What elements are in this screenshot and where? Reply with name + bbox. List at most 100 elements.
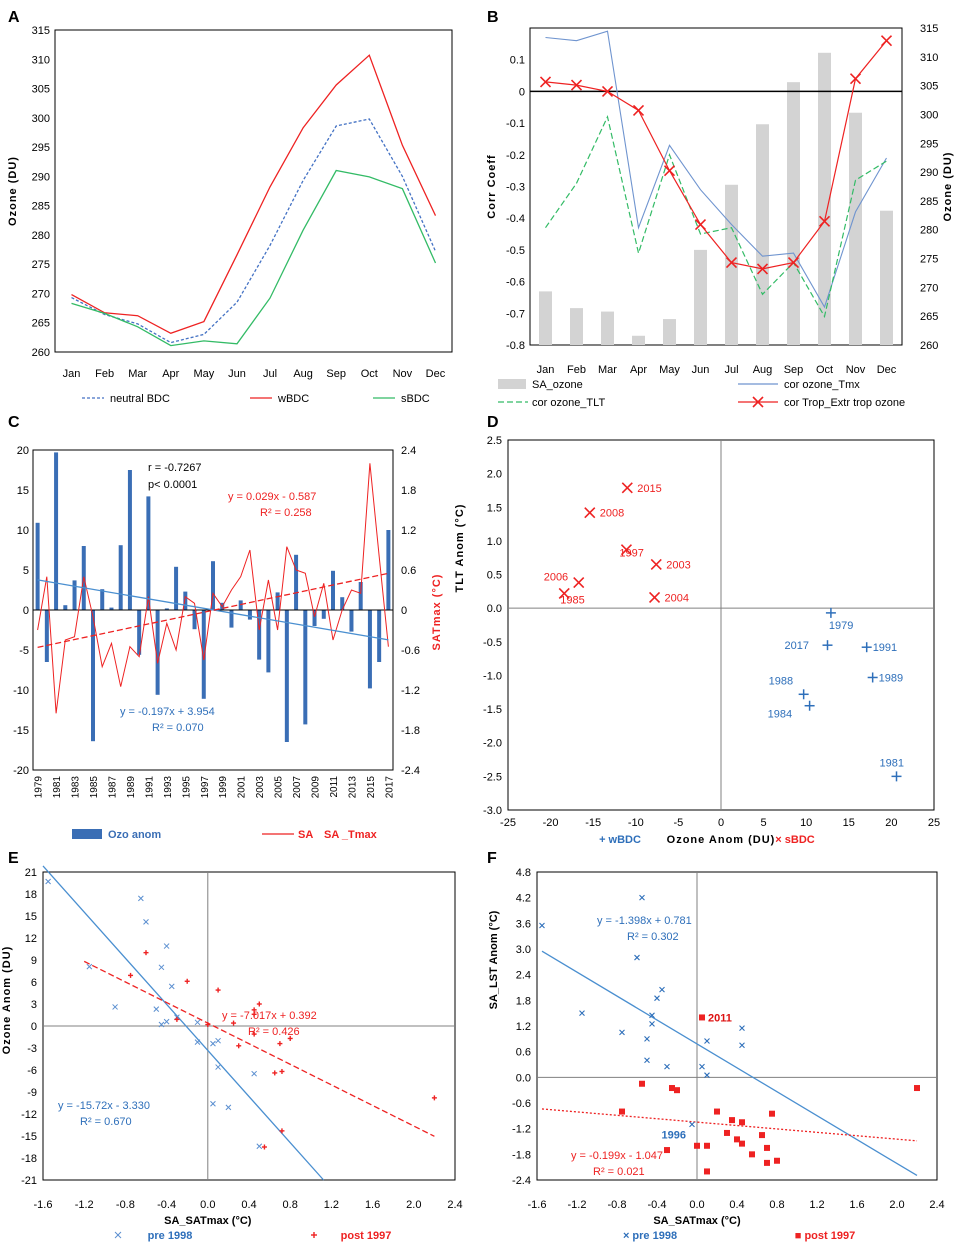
panel-f-pre1998-marker-stroke-b bbox=[739, 1042, 745, 1049]
panel-f-x-tick-label: -0.4 bbox=[648, 1199, 667, 1211]
panel-f-pre1998-marker bbox=[689, 1121, 695, 1128]
panel-b-y2-tick-label: 300 bbox=[920, 109, 938, 121]
panel-e-legend-label: pre 1998 bbox=[148, 1230, 193, 1242]
panel-d-wbdc-year-label: 1984 bbox=[768, 709, 792, 721]
panel-c-y2-tick-label: -1.2 bbox=[401, 685, 420, 697]
panel-e-pre1998-marker bbox=[45, 878, 52, 885]
panel-f-pre1998-marker-stroke-b bbox=[689, 1121, 695, 1128]
panel-c-y-tick-label: 10 bbox=[17, 525, 29, 537]
panel-f-post1997-marker bbox=[739, 1140, 745, 1147]
panel-e-pre1998-marker bbox=[215, 1064, 221, 1070]
panel-f-y-tick-label: 1.8 bbox=[516, 995, 531, 1007]
panel-f-pre1998-marker-stroke-b bbox=[619, 1029, 625, 1036]
panel-a-y-axis-label: Ozone (DU) bbox=[7, 156, 19, 226]
panel-e-pre1998-marker bbox=[153, 1006, 160, 1012]
panel-c-ozone-bar bbox=[54, 452, 59, 610]
panel-c-x-tick-label: 2015 bbox=[366, 776, 377, 799]
panel-b-ozone-bar bbox=[539, 291, 552, 345]
panel-a-y-tick-label: 285 bbox=[32, 201, 50, 213]
panel-b-trop-marker-stroke-b bbox=[570, 79, 583, 91]
panel-b-legend-marker-stroke-b bbox=[752, 396, 764, 408]
panel-f-x-tick-label: 1.2 bbox=[809, 1199, 824, 1211]
panel-d-sbdc-marker-stroke-b bbox=[621, 482, 633, 494]
panel-e-y-axis-label: Ozone Anom (DU) bbox=[1, 946, 13, 1055]
panel-b-ozone-bar bbox=[694, 249, 707, 345]
panel-d-sbdc-marker bbox=[648, 591, 661, 603]
panel-d-wbdc-marker bbox=[798, 689, 809, 700]
panel-b-x-tick-label: Aug bbox=[753, 364, 773, 376]
panel-f-y-tick-label: 3.6 bbox=[516, 918, 531, 930]
panel-f-pre1998-marker bbox=[639, 894, 645, 901]
panel-e-y-tick-label: -15 bbox=[21, 1131, 37, 1143]
panel-a-series-line bbox=[71, 118, 437, 344]
panel-e-y-tick-label: 15 bbox=[25, 911, 37, 923]
panel-b-trop-marker bbox=[663, 165, 676, 177]
panel-d-sbdc-marker bbox=[621, 482, 633, 494]
panel-e-pre1998-marker-stroke-b bbox=[194, 1019, 201, 1026]
panel-e-pre1998-marker-stroke-b bbox=[153, 1006, 160, 1012]
panel-b-y2-tick-label: 315 bbox=[920, 23, 938, 35]
panel-f-post1997-marker bbox=[694, 1142, 700, 1149]
panel-f-y-tick-label: -1.2 bbox=[512, 1124, 531, 1136]
panel-e-legend-marker bbox=[114, 1231, 122, 1239]
panel-e-x-tick-label: -1.2 bbox=[75, 1199, 94, 1211]
panel-a-y-tick-label: 315 bbox=[32, 25, 50, 37]
panel-f-x-tick-label: -1.2 bbox=[568, 1199, 587, 1211]
panel-c-x-tick-label: 1997 bbox=[200, 776, 211, 799]
panel-c-y-tick-label: 20 bbox=[17, 445, 29, 457]
panel-f-x-tick-label: -0.8 bbox=[608, 1199, 627, 1211]
panel-b-y-tick-label: -0.2 bbox=[506, 150, 525, 162]
panel-f-post1997-marker bbox=[699, 1014, 705, 1021]
panel-b-trop-marker bbox=[570, 79, 583, 91]
panel-b-legend-label: cor Trop_Extr trop ozone bbox=[784, 397, 905, 409]
panel-f-post1997-marker bbox=[769, 1110, 775, 1117]
panel-c-y2-axis-label: SATmax (°C) bbox=[431, 574, 443, 651]
panel-a-y-tick-label: 275 bbox=[32, 259, 50, 271]
panel-a-x-tick-label: Feb bbox=[95, 368, 114, 380]
panel-f-y-tick-label: 0.0 bbox=[516, 1072, 531, 1084]
panel-f-pre1998-marker-stroke-b bbox=[649, 1012, 655, 1019]
panel-a-series-line bbox=[71, 54, 437, 335]
panel-d-wbdc-year-label: 1991 bbox=[873, 642, 897, 654]
panel-f-post1997-fit-line bbox=[541, 1108, 918, 1142]
panel-a-y-tick-label: 295 bbox=[32, 142, 50, 154]
panel-c-y2-tick-label: -1.8 bbox=[401, 725, 420, 737]
panel-b-trop-marker bbox=[880, 35, 893, 47]
panel-f-pre1998-marker bbox=[739, 1025, 745, 1032]
panel-c-ozone-bar bbox=[331, 570, 335, 610]
panel-c-ozone-bar bbox=[284, 610, 289, 742]
panel-c-ozone-bar bbox=[35, 522, 40, 610]
panel-f-pre1998-marker-stroke-b bbox=[659, 986, 665, 993]
panel-c-ozone-bar bbox=[211, 561, 215, 610]
panel-e-pre1998-marker bbox=[163, 943, 170, 949]
panel-c-satmax-trend-line bbox=[37, 572, 389, 648]
panel-b-ozone-bar bbox=[849, 112, 862, 345]
panel-c-x-tick-label: 1995 bbox=[181, 776, 192, 799]
panel-f-pre1998-marker bbox=[634, 954, 640, 961]
panel-a-x-tick-label: Sep bbox=[326, 368, 346, 380]
panel-e-pre1998-marker bbox=[225, 1104, 232, 1111]
panel-b-y-tick-label: -0.4 bbox=[506, 213, 525, 225]
panel-f-post1997-marker bbox=[669, 1085, 675, 1092]
panel-f-post1997-marker bbox=[749, 1151, 755, 1158]
panel-c-legend-swatch-bar bbox=[72, 829, 102, 839]
panel-e-legend-label: post 1997 bbox=[341, 1230, 392, 1242]
panel-b-trop-marker bbox=[601, 85, 614, 97]
panel-b-trop-marker bbox=[694, 218, 707, 231]
panel-e-pre1998-fit-equation: y = -15.72x - 3.330 bbox=[58, 1100, 150, 1112]
panel-b-trop-line bbox=[545, 40, 887, 270]
panel-f-x-tick-label: 0.8 bbox=[769, 1199, 784, 1211]
panel-c-x-tick-label: 2007 bbox=[292, 776, 303, 799]
panel-a-x-tick-label: Oct bbox=[361, 368, 378, 380]
panel-b-ozone-bar bbox=[725, 184, 738, 345]
panel-d-sbdc-marker-stroke-b bbox=[558, 587, 570, 599]
panel-e-post1997-marker bbox=[251, 1011, 257, 1017]
panel-b-legend-swatch-bar bbox=[498, 379, 526, 389]
panel-b-ozone-bar bbox=[787, 82, 800, 345]
panel-e-pre1998-marker bbox=[158, 964, 165, 971]
panel-e-post1997-marker bbox=[431, 1095, 437, 1101]
panel-c-y2-tick-label: 1.2 bbox=[401, 525, 416, 537]
panel-f-pre1998-fit-equation: y = -1.398x + 0.781 bbox=[597, 915, 692, 927]
panel-f-x-tick-label: 1.6 bbox=[849, 1199, 864, 1211]
